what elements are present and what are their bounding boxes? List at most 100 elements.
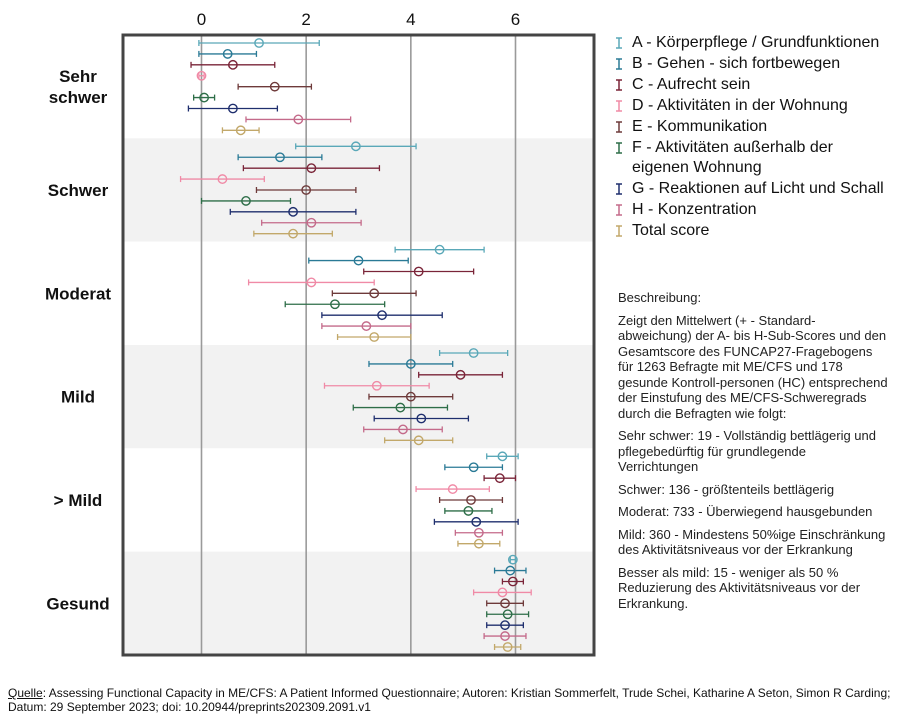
mean-point-h	[398, 424, 408, 435]
legend-item: Total score	[612, 221, 892, 241]
mean-point-e	[405, 391, 416, 402]
legend-item: B - Gehen - sich fortbewegen	[612, 54, 892, 74]
legend-errorbar-marker	[612, 138, 626, 158]
x-tick-label: 4	[406, 10, 415, 29]
legend-item: D - Aktivitäten in der Wohnung	[612, 96, 892, 116]
mean-point-d	[371, 380, 382, 391]
legend-label: B - Gehen - sich fortbewegen	[632, 55, 841, 72]
mean-point-h	[500, 631, 510, 641]
mean-point-d	[217, 174, 228, 184]
description-panel: Beschreibung: Zeigt den Mittelwert (+ - …	[618, 290, 888, 618]
legend-label: G - Reaktionen auf Licht und Schall	[632, 180, 884, 197]
legend-label: F - Aktivitäten außerhalb der eigenen Wo…	[632, 139, 833, 176]
mean-point-f	[199, 92, 210, 103]
legend-label: E - Kommunikation	[632, 118, 768, 135]
mean-point-total	[288, 228, 298, 239]
mean-point-b	[222, 49, 233, 59]
legend-errorbar-marker	[612, 179, 626, 199]
legend-errorbar-marker	[612, 221, 626, 241]
mean-point-g	[500, 620, 510, 631]
x-tick-label: 6	[511, 10, 520, 29]
mean-point-d	[306, 277, 317, 288]
mean-point-f	[463, 506, 474, 516]
mean-point-g	[416, 413, 427, 424]
mean-point-a	[254, 38, 264, 48]
mean-point-e	[500, 598, 510, 609]
mean-point-total	[369, 332, 380, 342]
mean-point-e	[369, 288, 380, 299]
mean-point-h	[361, 321, 372, 331]
legend-item: A - Körperpflege / Grundfunktionen	[612, 33, 892, 53]
mean-point-c	[227, 59, 238, 70]
mean-point-d	[497, 587, 508, 598]
mean-point-b	[468, 462, 479, 473]
mean-point-b	[275, 152, 285, 163]
mean-point-a	[434, 244, 445, 255]
source-citation: Quelle: Assessing Functional Capacity in…	[8, 686, 896, 714]
legend-label: H - Konzentration	[632, 201, 757, 218]
mean-point-f	[395, 402, 406, 413]
description-item-schwer: Schwer: 136 - größtenteils bettlägerig	[618, 481, 835, 497]
mean-point-h	[293, 114, 304, 125]
mean-point-total	[235, 125, 246, 136]
description-item-sehr-schwer: Sehr schwer: 19 - Vollständig bettlägeri…	[618, 428, 876, 474]
mean-point-f	[330, 299, 340, 310]
mean-point-c	[306, 163, 317, 174]
legend-label: Total score	[632, 222, 710, 239]
mean-point-e	[466, 495, 476, 505]
legend-item: F - Aktivitäten außerhalb der eigenen Wo…	[612, 138, 892, 178]
mean-point-b	[505, 565, 516, 576]
category-label-gesund: Gesund	[46, 594, 109, 613]
description-item-besser-als-mild: Besser als mild: 15 - weniger als 50 % R…	[618, 564, 861, 611]
legend-label: D - Aktivitäten in der Wohnung	[632, 97, 848, 114]
x-tick-label: 0	[197, 10, 206, 29]
severity-errorbar-chart: 0 2 4 6 Sehr schwer Schwer Moderat Mild > Mild Ges…	[45, 10, 596, 657]
mean-point-g	[227, 103, 238, 114]
category-label-sehr-schwer: Sehr schwer	[49, 67, 108, 107]
mean-point-b	[353, 255, 364, 266]
mean-point-a	[468, 348, 479, 358]
mean-point-a	[497, 451, 508, 462]
mean-point-f	[502, 609, 513, 620]
mean-point-a	[507, 554, 518, 565]
mean-point-e	[301, 185, 312, 195]
source-text: : Assessing Functional Capacity in ME/CF…	[8, 686, 891, 714]
mean-point-d	[447, 484, 458, 494]
band-sehr-schwer	[123, 35, 594, 139]
band-mild	[123, 448, 594, 552]
category-label-mild: Mild	[61, 388, 95, 407]
category-label-schwer: Schwer	[48, 181, 109, 200]
legend-errorbar-marker	[612, 33, 626, 53]
mean-point-total	[413, 435, 424, 446]
description-item-moderat: Moderat: 733 - Überwiegend hausgebunden	[618, 504, 873, 519]
mean-point-g	[377, 310, 387, 321]
legend-errorbar-marker	[612, 54, 626, 74]
legend-label: C - Aufrecht sein	[632, 76, 751, 93]
mean-point-g	[288, 206, 298, 217]
legend-errorbar-marker	[612, 200, 626, 220]
mean-point-d	[196, 70, 207, 81]
mean-point-c	[494, 473, 505, 484]
mean-point-c	[455, 369, 466, 380]
band-mild	[123, 345, 594, 449]
mean-point-h	[473, 527, 484, 538]
mean-point-total	[473, 538, 484, 549]
legend-label: A - Körperpflege / Grundfunktionen	[632, 34, 880, 51]
category-label-mild: > Mild	[54, 491, 103, 510]
mean-point-c	[507, 576, 518, 587]
chart-legend: A - Körperpflege / Grundfunktionen B - Ge…	[612, 33, 892, 242]
legend-item: C - Aufrecht sein	[612, 75, 892, 95]
band-schwer	[123, 138, 594, 242]
description-intro: Zeigt den Mittelwert (+ - Standard-abwei…	[618, 312, 888, 421]
legend-errorbar-marker	[612, 96, 626, 116]
mean-point-c	[413, 266, 424, 277]
legend-item: G - Reaktionen auf Licht und Schall	[612, 179, 892, 199]
mean-point-e	[269, 81, 280, 92]
description-heading: Beschreibung:	[618, 290, 702, 305]
mean-point-a	[350, 141, 361, 152]
source-label: Quelle	[8, 686, 43, 700]
x-tick-label: 2	[301, 10, 310, 29]
mean-point-total	[502, 642, 513, 652]
mean-point-h	[306, 217, 317, 228]
plot-frame	[121, 33, 596, 657]
